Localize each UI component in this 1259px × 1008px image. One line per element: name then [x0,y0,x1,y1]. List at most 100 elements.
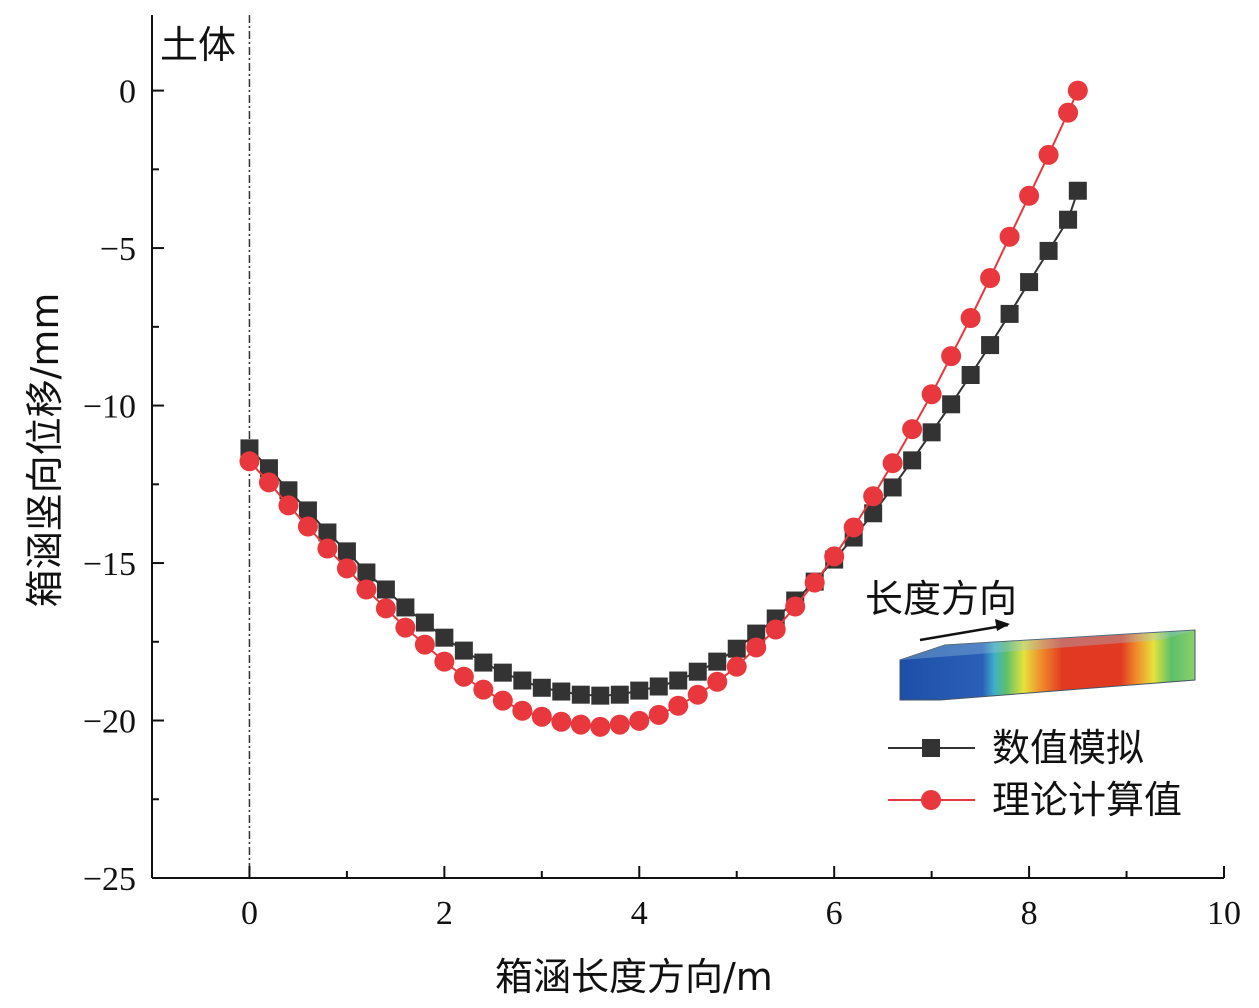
x-axis-label: 箱涵长度方向/m [495,955,773,999]
data-point-circle [687,684,708,705]
data-point-square [669,671,688,690]
data-point-circle [863,486,884,507]
data-point-square [708,652,727,671]
data-point-square [1059,210,1078,229]
data-point-circle [648,704,669,725]
data-point-circle [453,666,474,687]
data-point-circle [395,617,416,638]
data-point-circle [941,346,962,367]
y-axis-label: 箱涵竖向位移/mm [23,293,67,608]
axes: 0 2 4 6 8 10 0 −5 −10 −15 −20 −25 [83,15,1241,932]
data-point-square [279,481,298,500]
data-point-square [942,395,961,414]
data-point-circle [414,634,435,655]
data-point-square [981,336,1000,355]
data-point-circle [1067,80,1088,101]
data-point-square [1039,241,1058,260]
data-point-square [1020,273,1039,292]
data-point-square [513,671,532,690]
data-point-square [747,624,766,643]
data-point-circle [531,706,552,727]
data-point-square [649,677,668,696]
x-tick-label: 8 [1021,895,1038,932]
data-point-circle [278,495,299,516]
data-point-circle [902,419,923,440]
data-point-square [298,501,317,520]
data-point-square [610,685,629,704]
data-point-square [1000,304,1019,323]
data-point-circle [609,714,630,735]
y-tick-label: −10 [83,389,136,426]
data-point-square [552,682,571,701]
data-point-square [922,423,941,442]
data-point-square [903,451,922,470]
data-point-circle [375,598,396,619]
x-tick-label: 10 [1207,895,1241,932]
data-point-square [357,563,376,582]
x-tick-label: 4 [631,895,648,932]
data-point-circle [804,572,825,593]
data-point-circle [980,267,1001,288]
data-point-circle [317,538,338,559]
direction-annotation: 长度方向 [865,577,1017,621]
series-theory [239,80,1088,737]
data-point-square [883,478,902,497]
data-point-circle [258,472,279,493]
y-tick-label: −20 [83,704,136,741]
direction-arrow [919,623,1009,642]
data-point-circle [668,695,689,716]
data-point-circle [1038,144,1059,165]
data-point-circle [297,516,318,537]
data-point-square [337,542,356,561]
data-point-square [454,641,473,660]
legend-marker-square [922,739,940,757]
data-point-circle [570,714,591,735]
x-tick-label: 2 [436,895,453,932]
data-point-circle [921,384,942,405]
data-point-square [259,459,278,478]
data-point-circle [882,453,903,474]
data-point-circle [1019,185,1040,206]
data-point-circle [765,619,786,640]
data-point-square [532,678,551,697]
data-point-circle [434,651,455,672]
data-point-square [571,685,590,704]
data-point-circle [590,716,611,737]
data-point-square [630,681,649,700]
inset-box-image [899,619,1196,701]
data-point-square [727,639,746,658]
data-point-circle [999,226,1020,247]
data-point-square [864,504,883,523]
data-point-square [435,628,454,647]
data-point-square [493,663,512,682]
y-tick-label: −15 [83,546,136,583]
data-point-square [961,366,980,385]
data-point-square [415,613,434,632]
data-point-circle [629,710,650,731]
y-tick-label: −25 [83,861,136,898]
data-point-square [474,653,493,672]
data-point-circle [824,546,845,567]
x-tick-label: 0 [241,895,258,932]
data-point-square [396,598,415,617]
data-point-circle [551,711,572,732]
data-point-circle [356,579,377,600]
data-point-circle [1058,102,1079,123]
data-point-circle [960,307,981,328]
data-point-circle [512,700,533,721]
legend-label: 数值模拟 [992,726,1144,770]
data-point-circle [785,596,806,617]
data-point-circle [707,671,728,692]
data-point-circle [336,558,357,579]
data-point-circle [492,690,513,711]
legend-label: 理论计算值 [992,778,1182,822]
data-point-circle [239,451,260,472]
data-point-circle [473,679,494,700]
y-tick-label: 0 [119,74,136,111]
data-point-circle [843,517,864,538]
data-point-circle [746,637,767,658]
data-point-square [591,686,610,705]
legend-marker-circle [921,790,941,810]
